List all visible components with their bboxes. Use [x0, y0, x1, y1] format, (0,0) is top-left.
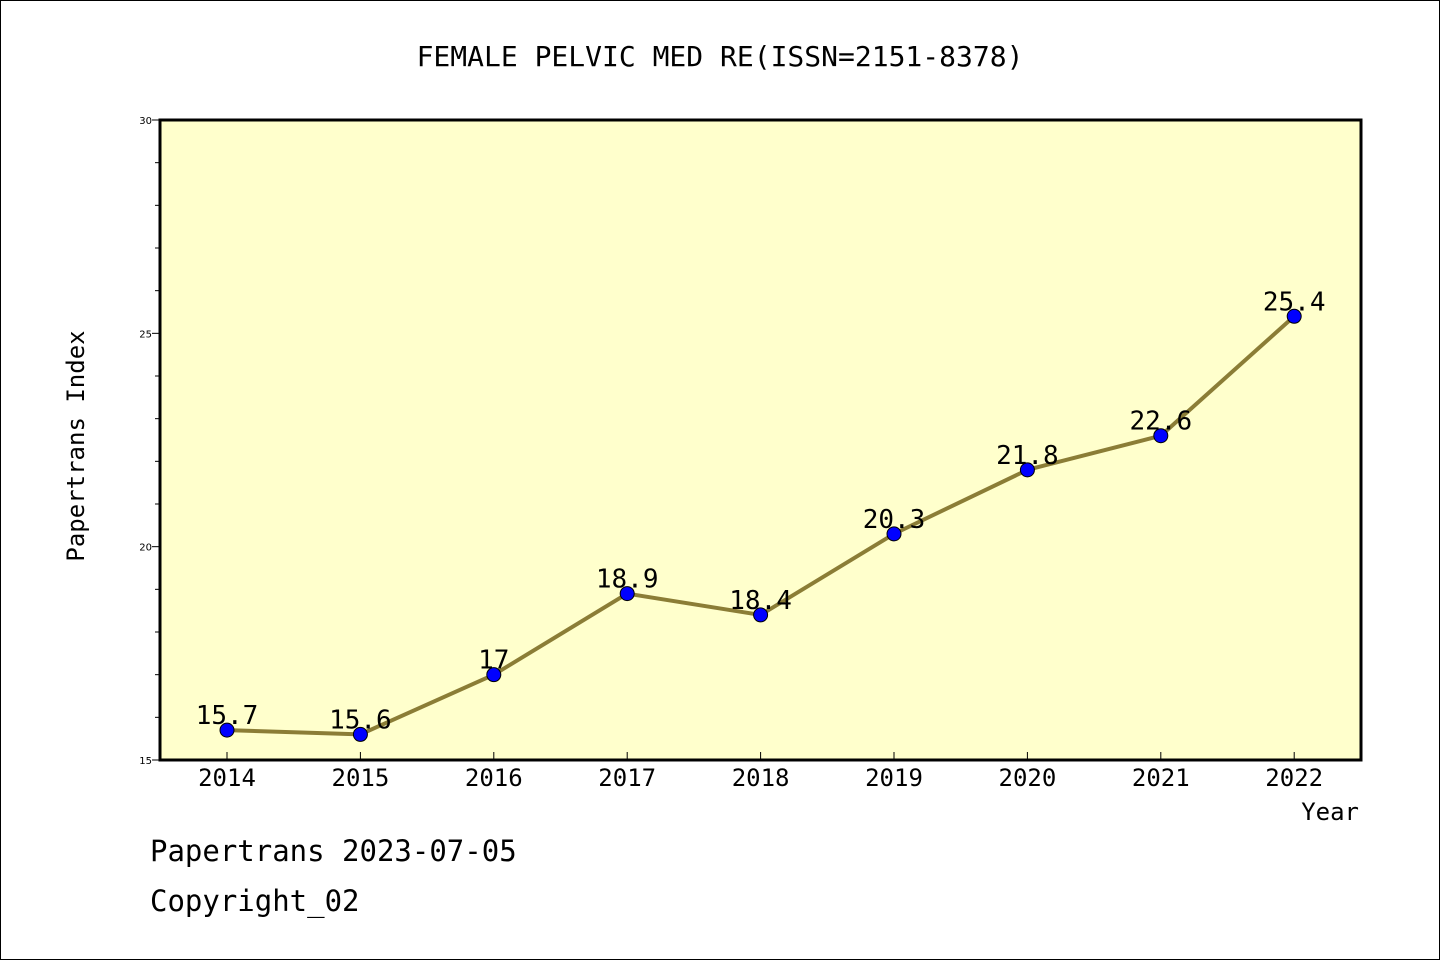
footer-copyright: Copyright_02 [150, 884, 360, 918]
data-label: 22.6 [1129, 407, 1192, 437]
x-tick-label: 2015 [332, 764, 390, 792]
data-point [1153, 428, 1169, 444]
x-tick-label: 2014 [198, 764, 256, 792]
y-tick-label: 15 [139, 756, 152, 767]
x-tick-label: 2020 [999, 764, 1057, 792]
data-point [486, 667, 502, 683]
x-tick-label: 2019 [865, 764, 923, 792]
data-label: 21.8 [996, 441, 1059, 471]
data-label: 25.4 [1263, 287, 1326, 317]
data-label: 17 [478, 646, 509, 676]
y-tick-label: 30 [139, 116, 152, 127]
data-label: 18.9 [596, 565, 659, 595]
x-tick-label: 2017 [598, 764, 656, 792]
series-layer: 15.7 15.6 17 18.9 18.4 20.3 21.8 22.6 25.4 [196, 287, 1326, 742]
x-axis-title: Year [1301, 798, 1359, 826]
chart-title: FEMALE PELVIC MED RE(ISSN=2151-8378) [417, 40, 1024, 73]
data-label: 15.6 [329, 705, 392, 735]
x-tick-label: 2016 [465, 764, 523, 792]
x-tick-label: 2021 [1132, 764, 1190, 792]
data-point [619, 586, 635, 602]
data-point [219, 722, 235, 738]
x-tick-label: 2022 [1265, 764, 1323, 792]
x-tick-label: 2018 [732, 764, 790, 792]
y-axis: 15 20 25 30 [139, 116, 160, 767]
x-axis: 2014 2015 2016 2017 2018 2019 2020 2021 2022 [198, 752, 1323, 792]
plot-area [158, 118, 1363, 762]
data-point [1019, 462, 1035, 478]
data-label: 20.3 [863, 505, 926, 535]
footer-date: Papertrans 2023-07-05 [150, 834, 517, 868]
data-point [352, 726, 368, 742]
data-point [886, 526, 902, 542]
y-tick-label: 25 [139, 329, 152, 340]
data-label: 15.7 [196, 701, 259, 731]
data-point [753, 607, 769, 623]
data-point [1286, 308, 1302, 324]
y-axis-title: Papertrans Index [62, 330, 90, 561]
y-tick-label: 20 [139, 543, 152, 554]
data-label: 18.4 [729, 586, 792, 616]
